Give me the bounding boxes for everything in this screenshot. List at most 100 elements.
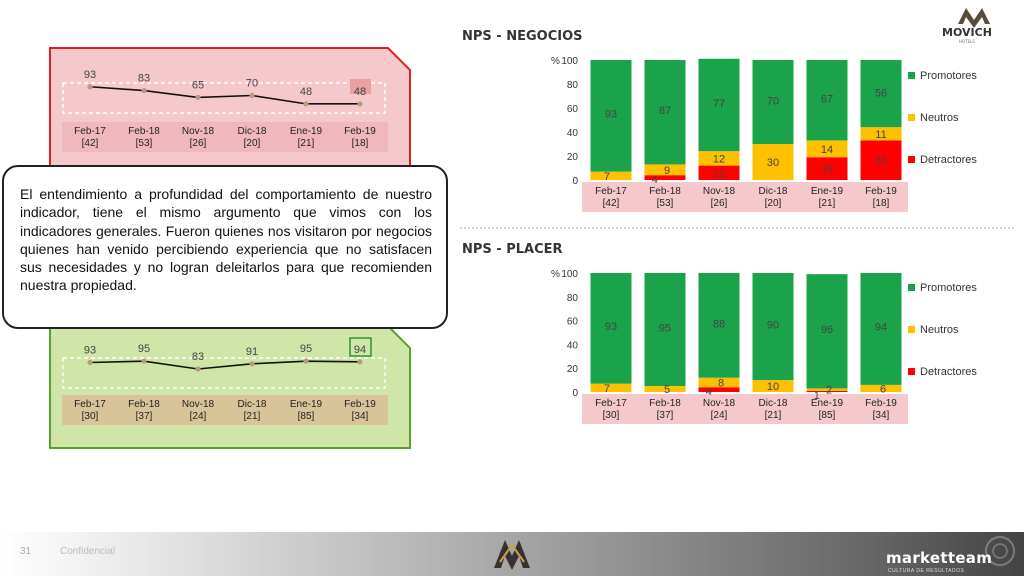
series-line: [89, 85, 360, 105]
category-label: Feb-17: [595, 186, 627, 197]
footer-ornament-inner: [992, 543, 1008, 559]
category-label: Dic-18: [238, 399, 267, 410]
y-tick-label: 100: [561, 269, 578, 280]
bar-value-label: 5: [664, 384, 670, 396]
category-label: Dic-18: [238, 126, 267, 137]
category-label: Ene-19: [811, 186, 844, 197]
legend-label: Promotores: [920, 282, 977, 294]
marketteam-logo: marketteam: [886, 549, 993, 567]
bar-value-label: 7: [604, 383, 610, 395]
y-axis-label: %: [551, 56, 560, 67]
legend-label: Promotores: [920, 70, 977, 82]
category-label: Feb-19: [865, 398, 897, 409]
bar-segment-promotores: [752, 60, 794, 144]
category-label: Dic-18: [759, 398, 788, 409]
y-tick-label: 60: [567, 317, 579, 328]
bar-segment-promotores: [644, 60, 686, 165]
point-label: 83: [192, 351, 204, 363]
bar-value-label: 95: [659, 322, 671, 334]
negocios-selection-box: [62, 82, 386, 114]
y-tick-label: 40: [567, 340, 579, 351]
bar-value-label: 94: [875, 322, 887, 334]
bar-value-label: 12: [713, 168, 725, 180]
bar-value-label: 4: [652, 174, 658, 186]
line-point: [303, 358, 309, 364]
bar-segment-promotores: [644, 273, 686, 387]
category-label: Feb-18: [649, 398, 681, 409]
point-label: 95: [300, 343, 312, 355]
legend-swatch: [908, 326, 915, 333]
count-label: [20]: [244, 138, 261, 149]
y-tick-label: 0: [572, 176, 578, 187]
bar-value-label: 6: [880, 383, 886, 395]
category-label: Ene-19: [290, 399, 323, 410]
bar-value-label: 56: [875, 87, 887, 99]
category-label: Feb-17: [74, 126, 106, 137]
category-band: [582, 394, 908, 424]
line-point: [195, 366, 201, 372]
y-tick-label: 80: [567, 80, 579, 91]
bar-value-label: 10: [767, 381, 779, 393]
bar-value-label: 4: [706, 386, 712, 398]
bar-segment-promotores: [698, 273, 740, 378]
line-point: [249, 361, 255, 367]
count-label: [53]: [657, 198, 674, 209]
line-point: [87, 359, 93, 366]
count-label: [21]: [765, 410, 782, 421]
footer-monogram-mark: [494, 540, 530, 570]
bar-segment-neutros: [644, 386, 686, 392]
bar-value-label: 67: [821, 94, 833, 106]
point-label: 48: [354, 86, 366, 98]
legend-label: Detractores: [920, 154, 977, 166]
category-label: Nov-18: [703, 398, 736, 409]
y-tick-label: 60: [567, 104, 579, 115]
count-label: [20]: [765, 198, 782, 209]
line-point: [195, 94, 201, 100]
count-label: [34]: [873, 410, 890, 421]
bar-value-label: 90: [767, 319, 779, 331]
bar-segment-promotores: [590, 273, 632, 384]
bar-segment-detractores: [698, 165, 740, 180]
bar-segment-neutros: [644, 164, 686, 176]
placer-bar-chart: 0 20 40 60 80 100% 7 93 Feb-17[30] 5 95 Feb-18[37] 4…: [551, 269, 977, 424]
bar-segment-detractores: [806, 157, 848, 180]
legend-label: Detractores: [920, 366, 977, 378]
category-label: Ene-19: [811, 398, 844, 409]
category-label: Nov-18: [182, 126, 215, 137]
negocios-line-chart: 93 Feb-17[42] 83 Feb-18[53] 65 Nov-18[26] 70 Di…: [74, 69, 376, 149]
y-axis-label: %: [551, 269, 560, 280]
footer-confidential: Confidencial: [60, 546, 116, 557]
count-label: [26]: [190, 138, 207, 149]
bar-segment-neutros: [590, 171, 632, 180]
count-label: [24]: [711, 410, 728, 421]
count-label: [53]: [136, 138, 153, 149]
count-label: [42]: [603, 198, 620, 209]
category-label: Feb-18: [128, 399, 160, 410]
category-label: Nov-18: [703, 186, 736, 197]
bar-value-label: 19: [821, 164, 833, 176]
count-label: [37]: [136, 411, 153, 422]
point-label: 94: [354, 344, 366, 356]
bar-segment-promotores: [860, 60, 902, 128]
bar-value-label: 7: [604, 171, 610, 183]
count-label: [24]: [190, 411, 207, 422]
bar-segment-neutros: [860, 384, 902, 392]
category-label: Feb-17: [595, 398, 627, 409]
legend-swatch: [908, 368, 915, 375]
page-number: 31: [20, 546, 32, 557]
count-label: [37]: [657, 410, 674, 421]
bar-value-label: 70: [767, 95, 779, 107]
point-label: 93: [84, 345, 96, 357]
placer-highlight-box: [349, 337, 372, 357]
marketteam-tagline: CULTURA DE RESULTADOS: [888, 568, 965, 574]
placer-selection-box: [62, 357, 386, 389]
category-label: Feb-17: [74, 399, 106, 410]
negocios-highlight-box: [350, 79, 371, 94]
count-label: [26]: [711, 198, 728, 209]
legend-label: Neutros: [920, 324, 959, 336]
bar-segment-detractores: [806, 390, 848, 392]
category-label: Nov-18: [182, 399, 215, 410]
bar-value-label: 30: [767, 157, 779, 169]
bar-segment-promotores: [590, 60, 632, 172]
movich-logo-text: MOVICH: [942, 26, 992, 39]
